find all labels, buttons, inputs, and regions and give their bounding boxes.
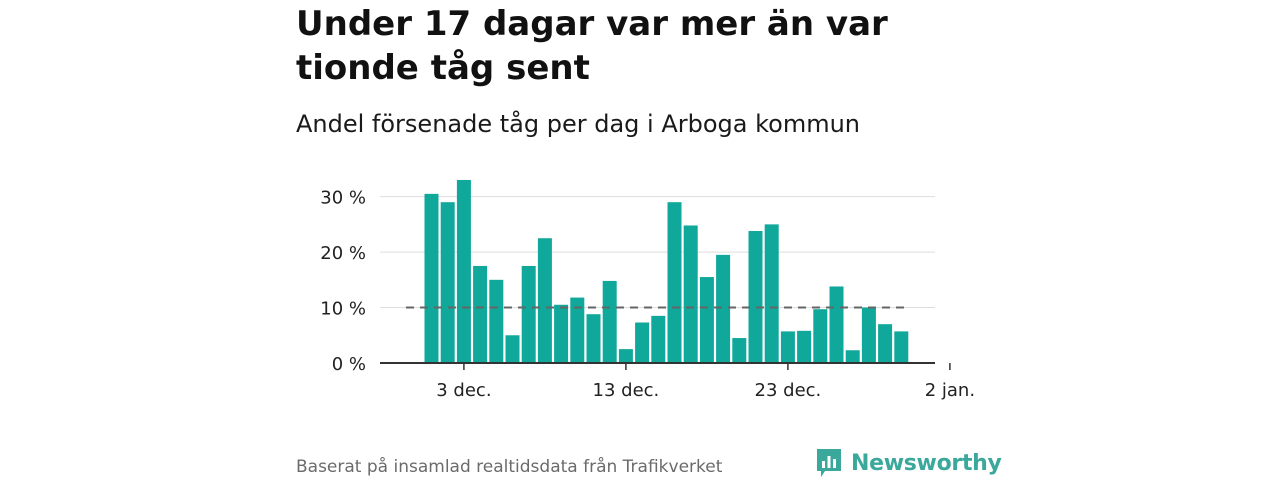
bar (732, 338, 747, 363)
source-note: Baserat på insamlad realtidsdata från Tr… (296, 457, 723, 477)
bar (602, 280, 617, 363)
newsworthy-brand: Newsworthy (815, 446, 1002, 480)
x-tick-label: 23 dec. (755, 380, 822, 401)
bar (554, 304, 569, 363)
bar (716, 254, 731, 363)
bar (878, 324, 893, 363)
bar (861, 307, 876, 363)
x-tick-label: 2 jan. (925, 380, 975, 401)
bar (635, 322, 650, 363)
y-tick-label: 10 % (320, 299, 366, 320)
brand-name: Newsworthy (851, 450, 1002, 476)
bar (570, 297, 585, 363)
bar (473, 265, 488, 363)
bar (440, 202, 455, 363)
bar (651, 315, 666, 363)
newsworthy-logo-icon (817, 449, 841, 477)
x-tick-label: 3 dec. (436, 380, 491, 401)
x-tick-label: 13 dec. (593, 380, 660, 401)
bar (699, 277, 714, 363)
bar (424, 193, 439, 363)
bar (489, 279, 504, 363)
bar (683, 225, 698, 363)
bar (797, 330, 812, 363)
bar (618, 349, 633, 363)
bar-chart: 0 % 10 % 20 % 30 % 3 dec. 13 dec. 23 dec. 2 jan… (320, 180, 975, 401)
bar (748, 231, 763, 363)
chart-subtitle: Andel försenade tåg per dag i Arboga kom… (296, 110, 860, 138)
bar (586, 314, 601, 363)
chart-title: Under 17 dagar var mer än var tionde tåg… (296, 4, 888, 88)
y-tick-label: 20 % (320, 243, 366, 264)
bar (456, 180, 471, 363)
bar (521, 265, 536, 363)
bar (537, 238, 552, 363)
y-tick-label: 30 % (320, 188, 366, 209)
bar (667, 202, 682, 363)
y-tick-label: 0 % (332, 354, 366, 375)
bar (505, 335, 520, 363)
bar (813, 309, 828, 363)
bar (764, 224, 779, 363)
bar (780, 331, 795, 363)
bar (829, 286, 844, 363)
bar (894, 331, 909, 363)
bar (845, 350, 860, 363)
